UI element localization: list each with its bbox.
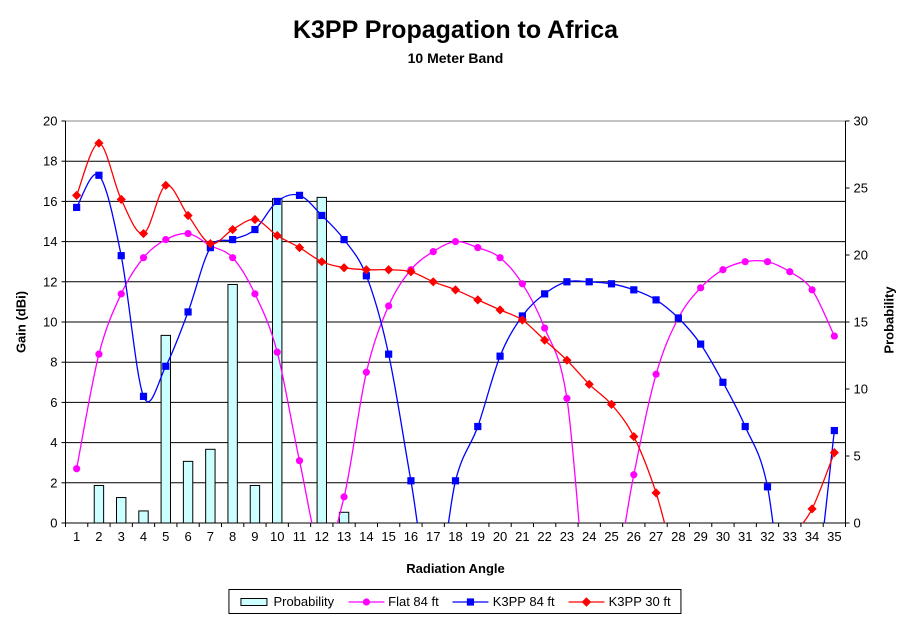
svg-text:0: 0 <box>854 516 861 531</box>
svg-text:6: 6 <box>184 529 191 544</box>
svg-text:0: 0 <box>50 516 57 531</box>
svg-text:2: 2 <box>95 529 102 544</box>
svg-text:31: 31 <box>738 529 752 544</box>
legend-item-probability: Probability <box>239 594 334 609</box>
svg-text:12: 12 <box>43 274 57 289</box>
h-gridlines <box>65 120 846 524</box>
legend-label-flat-84: Flat 84 ft <box>388 594 439 609</box>
svg-text:1: 1 <box>73 529 80 544</box>
svg-text:10: 10 <box>43 315 57 330</box>
svg-text:34: 34 <box>805 529 819 544</box>
svg-text:25: 25 <box>854 181 868 196</box>
legend: Probability Flat 84 ft K3PP 84 ft K3PP 3… <box>228 589 682 614</box>
svg-text:4: 4 <box>140 529 147 544</box>
svg-text:25: 25 <box>604 529 618 544</box>
svg-text:29: 29 <box>693 529 707 544</box>
x-tick-labels: 1 2 3 4 5 6 7 8 9 10 11 12 13 14 15 16 17 18 19 20 21 22 23 24 2… <box>73 529 842 544</box>
svg-text:12: 12 <box>315 529 329 544</box>
svg-text:15: 15 <box>854 315 868 330</box>
svg-text:21: 21 <box>515 529 529 544</box>
svg-text:5: 5 <box>854 449 861 464</box>
svg-text:8: 8 <box>50 355 57 370</box>
svg-text:32: 32 <box>760 529 774 544</box>
svg-text:10: 10 <box>854 382 868 397</box>
svg-text:30: 30 <box>716 529 730 544</box>
legend-item-k3pp-84: K3PP 84 ft <box>452 594 555 609</box>
chart-subtitle: 10 Meter Band <box>407 50 504 66</box>
svg-text:3: 3 <box>118 529 125 544</box>
svg-text:14: 14 <box>359 529 373 544</box>
axes <box>61 120 850 527</box>
svg-text:5: 5 <box>162 529 169 544</box>
bar-swatch-icon <box>240 597 268 606</box>
svg-text:23: 23 <box>560 529 574 544</box>
svg-text:15: 15 <box>381 529 395 544</box>
svg-text:24: 24 <box>582 529 596 544</box>
left-tick-labels: 0 2 4 6 8 10 12 14 16 18 20 <box>43 114 57 531</box>
svg-text:19: 19 <box>471 529 485 544</box>
svg-text:28: 28 <box>671 529 685 544</box>
svg-text:6: 6 <box>50 395 57 410</box>
gain-axis-title: Gain (dBi) <box>13 290 29 354</box>
svg-text:8: 8 <box>229 529 236 544</box>
svg-text:18: 18 <box>43 154 57 169</box>
svg-text:33: 33 <box>783 529 797 544</box>
svg-text:20: 20 <box>854 248 868 263</box>
probability-axis-title: Probability <box>881 286 897 354</box>
svg-text:20: 20 <box>493 529 507 544</box>
line-diamond-swatch-icon <box>568 596 605 607</box>
svg-text:17: 17 <box>426 529 440 544</box>
series-k3pp-84-ft <box>73 171 838 523</box>
svg-text:22: 22 <box>537 529 551 544</box>
svg-text:14: 14 <box>43 234 57 249</box>
svg-text:27: 27 <box>649 529 663 544</box>
svg-text:20: 20 <box>43 114 57 129</box>
svg-text:16: 16 <box>404 529 418 544</box>
svg-text:11: 11 <box>293 529 307 544</box>
svg-text:4: 4 <box>50 435 57 450</box>
legend-label-probability: Probability <box>273 594 335 609</box>
legend-label-k3pp-30: K3PP 30 ft <box>608 594 671 609</box>
svg-text:35: 35 <box>827 529 841 544</box>
x-axis-title: Radiation Angle <box>406 561 505 576</box>
svg-text:26: 26 <box>627 529 641 544</box>
line-circle-swatch-icon <box>348 597 385 606</box>
svg-text:2: 2 <box>50 475 57 490</box>
right-tick-labels: 0 5 10 15 20 25 30 <box>854 114 868 531</box>
probability-bars <box>93 196 350 524</box>
svg-text:9: 9 <box>251 529 258 544</box>
svg-text:18: 18 <box>448 529 462 544</box>
series-k3pp-30-ft <box>72 138 839 523</box>
legend-item-flat-84: Flat 84 ft <box>348 594 439 609</box>
legend-label-k3pp-84: K3PP 84 ft <box>492 594 555 609</box>
svg-text:16: 16 <box>43 194 57 209</box>
line-square-swatch-icon <box>452 597 489 606</box>
chart-title: K3PP Propagation to Africa <box>292 16 619 44</box>
legend-item-k3pp-30: K3PP 30 ft <box>568 594 671 609</box>
svg-text:30: 30 <box>854 114 868 129</box>
svg-text:10: 10 <box>270 529 284 544</box>
svg-text:7: 7 <box>207 529 214 544</box>
svg-text:13: 13 <box>337 529 351 544</box>
